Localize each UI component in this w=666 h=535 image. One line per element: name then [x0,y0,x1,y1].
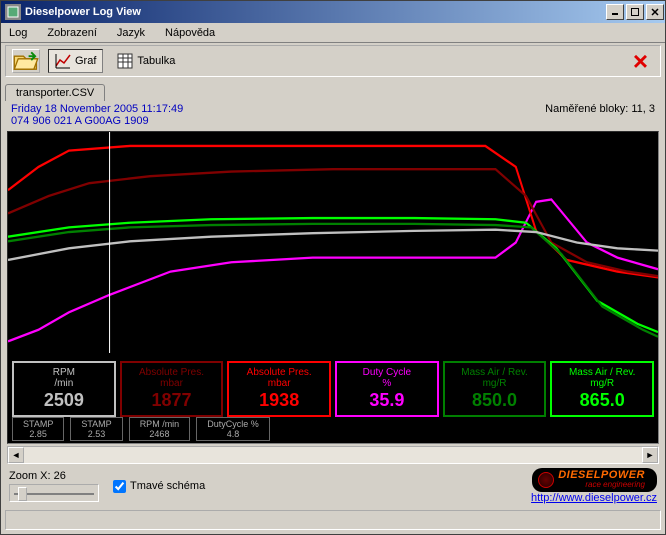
readout-unit: mbar [124,378,220,389]
readout-box: Absolute Pres.mbar1877 [120,361,224,417]
scroll-left-button[interactable]: ◄ [8,447,24,463]
readout-title: Duty Cycle [339,367,435,378]
chart-svg[interactable] [8,132,658,353]
stamp-box: STAMP2.85 [12,417,64,441]
readout-value: 35.9 [339,389,435,411]
stamp-title: STAMP [23,419,53,429]
logo-area: DIESELPOWER race engineering http://www.… [531,468,657,504]
menu-language[interactable]: Jazyk [113,25,149,41]
readout-title: Absolute Pres. [231,367,327,378]
readout-unit: mbar [231,378,327,389]
info-bar: Friday 18 November 2005 11:17:49 074 906… [1,101,665,129]
stamp-value: 2.53 [81,429,111,439]
status-bar [5,510,661,530]
readout-box: Mass Air / Rev.mg/R865.0 [550,361,654,417]
dark-scheme-label: Tmavé schéma [130,480,205,492]
log-id: 074 906 021 A G00AG 1909 [11,115,183,127]
app-window: Dieselpower Log View Log Zobrazení Jazyk… [0,0,666,535]
readout-value: 850.0 [447,389,543,411]
logo-circle-icon [538,472,554,488]
stamp-box: STAMP2.53 [70,417,122,441]
readouts-row: RPM/min2509Absolute Pres.mbar1877Absolut… [12,361,654,417]
scroll-track[interactable] [24,447,642,463]
toolbar: Graf Tabulka × [5,45,661,77]
close-tab-icon[interactable]: × [633,46,654,77]
stamp-value: 4.8 [207,429,259,439]
menubar: Log Zobrazení Jazyk Nápověda [1,23,665,43]
log-timestamp: Friday 18 November 2005 11:17:49 [11,103,183,115]
app-icon [5,4,21,20]
website-link[interactable]: http://www.dieselpower.cz [531,492,657,504]
readout-box: RPM/min2509 [12,361,116,417]
readout-box: Duty Cycle%35.9 [335,361,439,417]
window-title: Dieselpower Log View [25,6,141,18]
stamp-value: 2468 [140,429,180,439]
maximize-button[interactable] [626,4,644,20]
minimize-button[interactable] [606,4,624,20]
scroll-right-button[interactable]: ► [642,447,658,463]
dieselpower-logo: DIESELPOWER race engineering [532,468,657,492]
readout-unit: mg/R [447,378,543,389]
zoom-control: Zoom X: 26 [9,470,99,502]
stamp-box: RPM /min2468 [129,417,191,441]
readout-box: Mass Air / Rev.mg/R850.0 [443,361,547,417]
tabulka-label: Tabulka [137,55,175,67]
graf-button[interactable]: Graf [48,49,103,73]
graf-label: Graf [75,55,96,67]
readout-value: 2509 [16,389,112,411]
close-button[interactable] [646,4,664,20]
titlebar[interactable]: Dieselpower Log View [1,1,665,23]
menu-log[interactable]: Log [5,25,31,41]
footer: Zoom X: 26 Tmavé schéma DIESELPOWER race… [1,464,665,508]
menu-help[interactable]: Nápověda [161,25,219,41]
readout-value: 1938 [231,389,327,411]
tabulka-button[interactable]: Tabulka [111,49,181,73]
open-button[interactable] [12,49,40,73]
readout-unit: /min [16,378,112,389]
readout-value: 865.0 [554,389,650,411]
readout-title: Mass Air / Rev. [447,367,543,378]
readout-unit: % [339,378,435,389]
blocks-info: Naměřené bloky: 11, 3 [545,103,655,127]
dark-scheme-checkbox[interactable]: Tmavé schéma [113,480,205,493]
horizontal-scrollbar[interactable]: ◄ ► [7,446,659,464]
readout-value: 1877 [124,389,220,411]
zoom-label: Zoom X: 26 [9,470,99,482]
logo-text-top: DIESELPOWER [558,471,645,480]
file-tab[interactable]: transporter.CSV [5,84,105,101]
menu-view[interactable]: Zobrazení [43,25,101,41]
stamp-title: STAMP [81,419,111,429]
dark-scheme-input[interactable] [113,480,126,493]
logo-text-bottom: race engineering [558,480,645,489]
stamps-row: STAMP2.85STAMP2.53RPM /min2468DutyCycle … [12,417,270,441]
titlebar-buttons [605,2,665,22]
stamp-value: 2.85 [23,429,53,439]
readout-title: Mass Air / Rev. [554,367,650,378]
readout-title: RPM [16,367,112,378]
readout-title: Absolute Pres. [124,367,220,378]
stamp-box: DutyCycle %4.8 [196,417,270,441]
chart-area[interactable]: RPM/min2509Absolute Pres.mbar1877Absolut… [7,131,659,444]
readout-unit: mg/R [554,378,650,389]
readout-box: Absolute Pres.mbar1938 [227,361,331,417]
zoom-slider[interactable] [9,484,99,502]
stamp-title: RPM /min [140,419,180,429]
file-tabs: transporter.CSV [5,79,661,101]
stamp-title: DutyCycle % [207,419,259,429]
